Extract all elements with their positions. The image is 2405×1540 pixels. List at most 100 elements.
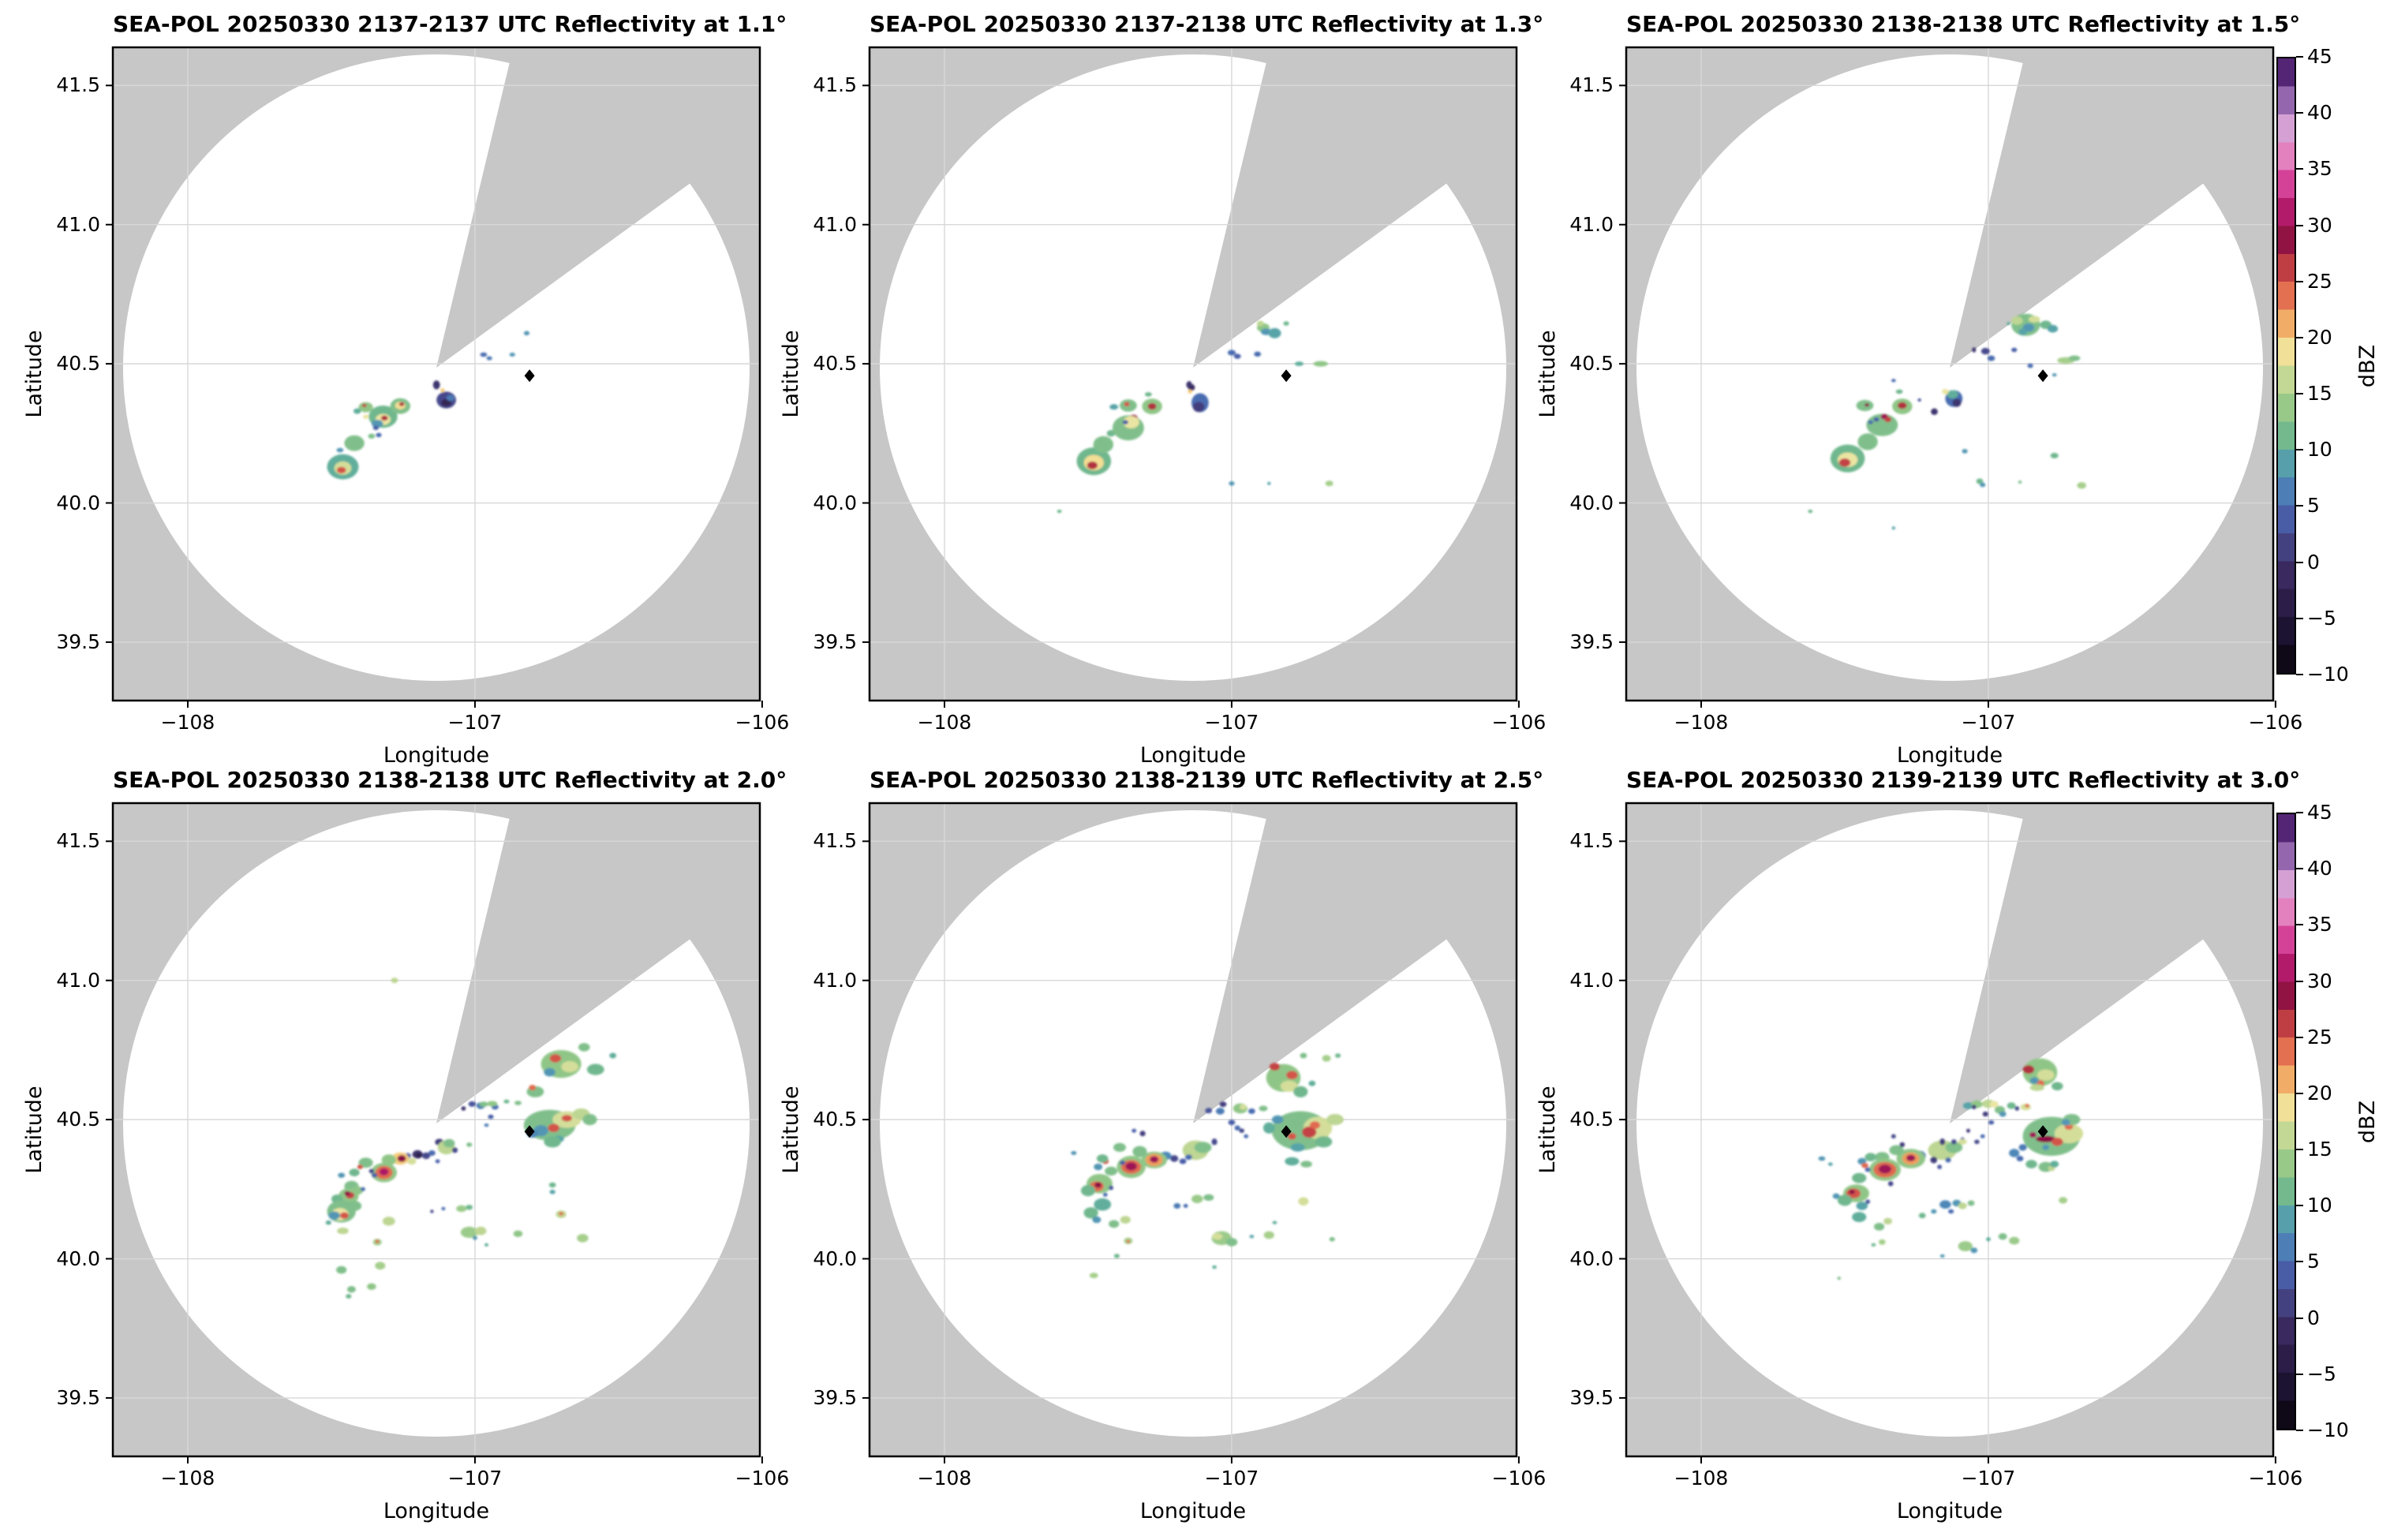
echo-cell — [1259, 1105, 1268, 1112]
echo-cell — [1931, 1209, 1937, 1214]
echo-cell — [2009, 1149, 2020, 1157]
x-tick-label: −106 — [735, 711, 790, 734]
radar-panel — [1619, 802, 2276, 1463]
panel-title: SEA-POL 20250330 2138-2138 UTC Reflectiv… — [113, 767, 787, 793]
colorbar-tick — [2296, 561, 2303, 563]
radar-site-marker — [1281, 369, 1292, 383]
echo-cell — [468, 1101, 476, 1107]
blocked-sector-wedge — [1950, 803, 2273, 1123]
echo-cell — [514, 1101, 522, 1105]
echo-cell — [461, 1106, 466, 1111]
echo-cell — [379, 1168, 389, 1176]
x-tick-label: −108 — [1674, 711, 1729, 734]
echo-cell — [586, 1063, 604, 1075]
x-tick-label: −106 — [2248, 711, 2303, 734]
x-axis-label: Longitude — [383, 742, 490, 768]
echo-cell — [1125, 1162, 1137, 1171]
echo-cell — [1203, 1194, 1214, 1202]
reflectivity-echoes — [1818, 1058, 2084, 1280]
echo-cell — [1071, 1151, 1077, 1155]
panel-title: SEA-POL 20250330 2138-2138 UTC Reflectiv… — [1626, 11, 2301, 37]
echo-cell — [1945, 1142, 1963, 1153]
echo-cell — [1123, 416, 1139, 428]
echo-cell — [1083, 1207, 1098, 1219]
colorbar-tick — [2296, 56, 2303, 58]
colorbar-tick — [2296, 1205, 2303, 1207]
echo-cell — [509, 353, 515, 357]
echo-cell — [1917, 398, 1921, 402]
colorbar-tick-label: 5 — [2307, 1250, 2320, 1273]
colorbar-tick-label: 40 — [2307, 101, 2332, 125]
y-tick-label: 40.0 — [1569, 1247, 1614, 1270]
colorbar — [2276, 57, 2296, 675]
echo-cell — [1865, 403, 1869, 407]
echo-cell — [428, 1150, 436, 1156]
x-tick-label: −107 — [447, 1467, 503, 1490]
echo-cell — [484, 1243, 488, 1247]
echo-cell — [582, 1114, 597, 1126]
echo-cell — [336, 447, 344, 453]
panel-border — [868, 46, 1518, 702]
echo-cell — [2059, 1197, 2068, 1204]
echo-cell — [325, 1220, 331, 1225]
echo-cell — [1868, 420, 1873, 424]
colorbar-tick-label: 25 — [2307, 269, 2332, 293]
echo-cell — [1302, 1126, 1317, 1138]
echo-cell — [1808, 510, 1813, 514]
echo-cell — [544, 1136, 562, 1148]
echo-cell — [375, 1262, 386, 1270]
echo-cell — [2028, 316, 2040, 323]
echo-cell — [1986, 1237, 1991, 1242]
reflectivity-echoes — [1057, 320, 1333, 514]
echo-cell — [1906, 1154, 1916, 1161]
colorbar — [2276, 813, 2296, 1430]
echo-cell — [1272, 1220, 1277, 1224]
echo-cell — [1857, 1157, 1867, 1165]
echo-cell — [1974, 1139, 1980, 1145]
panel-title: SEA-POL 20250330 2137-2138 UTC Reflectiv… — [870, 11, 1544, 37]
y-tick-label: 40.5 — [813, 352, 857, 376]
echo-cell — [1980, 482, 1986, 488]
colorbar-tick — [2296, 924, 2303, 926]
blocked-sector-wedge — [436, 803, 760, 1123]
echo-cell — [1267, 481, 1271, 485]
colorbar-tick — [2296, 449, 2303, 451]
y-tick-label: 39.5 — [56, 630, 100, 653]
echo-cell — [1286, 1071, 1298, 1079]
echo-cell — [1313, 361, 1328, 367]
y-tick-label: 40.0 — [1569, 491, 1614, 514]
echo-cell — [1838, 458, 1851, 467]
echo-cell — [1325, 480, 1333, 487]
echo-cell — [416, 1153, 422, 1158]
y-tick-label: 39.5 — [1569, 630, 1614, 653]
echo-cell — [2009, 1236, 2020, 1245]
radar-site-marker — [524, 369, 535, 383]
colorbar-label: dBZ — [2355, 1100, 2380, 1143]
echo-cell — [1962, 1102, 1974, 1109]
y-tick-label: 41.5 — [813, 829, 857, 853]
echo-cell — [1958, 1202, 1967, 1209]
echo-cell — [1899, 1142, 1906, 1148]
echo-cell — [381, 1154, 396, 1166]
echo-cell — [2077, 482, 2086, 489]
echo-cell — [1982, 1111, 1988, 1117]
echo-cell — [1131, 1128, 1137, 1133]
y-tick-label: 40.0 — [813, 1247, 857, 1270]
y-tick-label: 41.0 — [1569, 968, 1614, 992]
echo-cell — [2025, 1104, 2029, 1108]
echo-cell — [2007, 322, 2010, 325]
echo-cell — [559, 1212, 563, 1216]
echo-cell — [446, 394, 455, 402]
echo-cell — [549, 1190, 555, 1194]
radar-panel — [106, 802, 763, 1463]
colorbar-tick-label: 35 — [2307, 913, 2332, 936]
echo-cell — [1212, 1233, 1223, 1240]
panel-border — [111, 46, 761, 702]
echo-cell — [1335, 1053, 1341, 1058]
echo-cell — [1225, 1238, 1238, 1247]
panel-plot-area — [113, 47, 760, 701]
echo-cell — [368, 1168, 375, 1174]
colorbar-tick — [2296, 980, 2303, 982]
echo-cell — [1147, 402, 1157, 410]
